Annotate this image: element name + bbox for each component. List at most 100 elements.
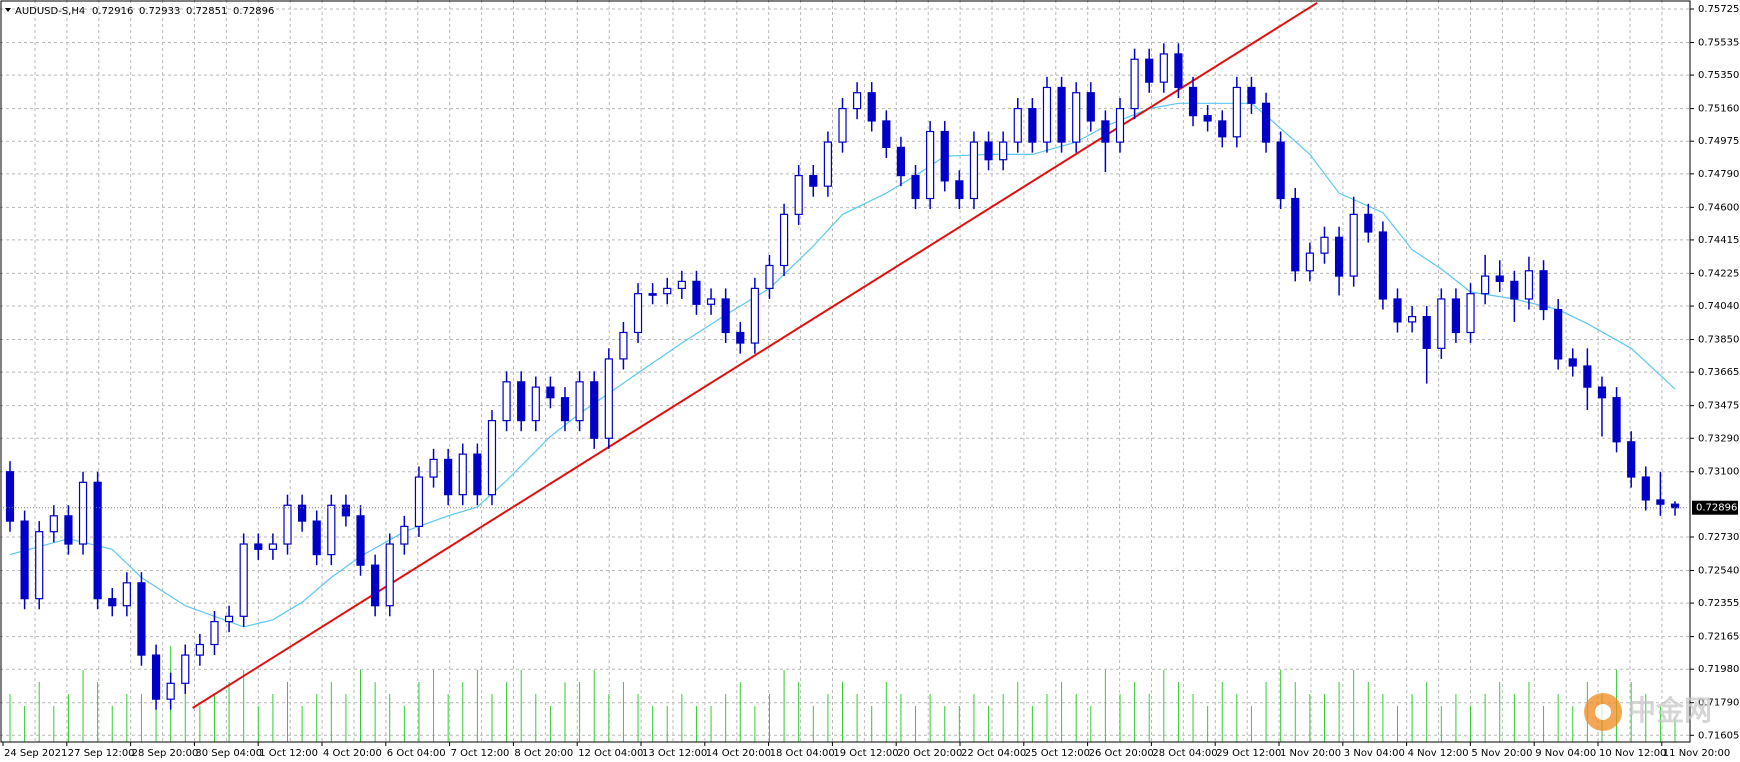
candle-body bbox=[1466, 293, 1475, 334]
candle-body bbox=[429, 458, 438, 478]
candle-body bbox=[517, 381, 526, 422]
candle-body bbox=[765, 264, 774, 290]
candle-body bbox=[560, 397, 570, 422]
candle-body bbox=[1101, 120, 1110, 143]
candle-body bbox=[633, 293, 643, 334]
candle-body bbox=[809, 174, 818, 187]
x-tick-label: 5 Nov 20:00 bbox=[1471, 748, 1532, 759]
candle-body bbox=[663, 287, 672, 295]
candle-body bbox=[926, 130, 935, 200]
candle-body bbox=[1013, 107, 1022, 143]
moving-average bbox=[9, 102, 1676, 628]
candle-body bbox=[1130, 58, 1139, 110]
header: AUDUSD-S,H4 bbox=[5, 6, 85, 17]
x-tick-label: 9 Nov 04:00 bbox=[1535, 748, 1596, 759]
y-tick-label: 0.72730 bbox=[1698, 532, 1739, 543]
candle-body bbox=[531, 386, 540, 422]
candle-body bbox=[1656, 499, 1665, 505]
y-tick-label: 0.71790 bbox=[1698, 698, 1739, 709]
candle-body bbox=[1159, 53, 1168, 83]
volume-layer bbox=[9, 646, 1676, 742]
candle-body bbox=[1218, 120, 1227, 138]
trend-line bbox=[192, 1, 1318, 709]
candle-body bbox=[969, 141, 979, 200]
y-tick-label: 0.71980 bbox=[1698, 664, 1739, 675]
symbol-title: AUDUSD-S,H4 bbox=[15, 6, 85, 17]
candle-body bbox=[1261, 102, 1271, 143]
candle-body bbox=[823, 141, 832, 187]
candle-body bbox=[1627, 441, 1636, 478]
y-tick-label: 0.75160 bbox=[1698, 104, 1739, 115]
candle-body bbox=[648, 293, 657, 296]
y-tick-label: 0.75350 bbox=[1698, 70, 1739, 81]
x-tick-label: 22 Oct 04:00 bbox=[961, 748, 1026, 759]
y-tick-label: 0.74790 bbox=[1698, 169, 1739, 180]
candle-body bbox=[1524, 270, 1534, 300]
candle-body bbox=[49, 515, 58, 533]
candle-body bbox=[736, 331, 745, 344]
candle-body bbox=[151, 654, 161, 700]
x-tick-label: 19 Oct 12:00 bbox=[833, 748, 898, 759]
candle-body bbox=[487, 420, 497, 496]
candle-body bbox=[400, 525, 409, 545]
candle-body bbox=[283, 504, 292, 545]
candle-body bbox=[1364, 213, 1373, 233]
candle-body bbox=[1539, 270, 1548, 311]
candle-body bbox=[224, 615, 234, 623]
candle-body bbox=[1188, 86, 1198, 117]
axes-layer: 0.75725 0.75535 0.75350 0.75160 0.74975 0.747… bbox=[0, 4, 1739, 759]
candle-body bbox=[414, 476, 424, 527]
y-tick-label: 0.74415 bbox=[1698, 235, 1739, 246]
candle-body bbox=[93, 481, 102, 600]
candle-body bbox=[1203, 115, 1212, 122]
y-tick-label: 0.74225 bbox=[1698, 268, 1739, 279]
candle-body bbox=[1115, 107, 1125, 143]
candle-body bbox=[955, 180, 964, 200]
watermark: 中金网 bbox=[1584, 693, 1712, 731]
candle-body bbox=[794, 174, 803, 215]
candle-body bbox=[1042, 86, 1052, 143]
y-tick-label: 0.73665 bbox=[1698, 367, 1739, 378]
x-tick-label: 4 Oct 20:00 bbox=[323, 748, 382, 759]
candle-body bbox=[1291, 197, 1300, 272]
candle-body bbox=[239, 543, 248, 617]
candle-body bbox=[458, 453, 467, 496]
x-tick-label: 3 Nov 04:00 bbox=[1344, 748, 1405, 759]
x-tick-label: 7 Oct 12:00 bbox=[451, 748, 510, 759]
candle-body bbox=[604, 358, 613, 439]
candle-layer bbox=[5, 43, 1680, 710]
candle-body bbox=[1612, 397, 1621, 443]
candle-body bbox=[1174, 53, 1183, 89]
x-tick-label: 26 Oct 20:00 bbox=[1089, 748, 1154, 759]
candle-body bbox=[1437, 298, 1446, 349]
candle-body bbox=[940, 130, 949, 182]
header-value: 0.72916 bbox=[92, 6, 133, 17]
y-tick-label: 0.71605 bbox=[1698, 730, 1739, 741]
grid bbox=[0, 0, 1690, 742]
last-price-label: 0.72896 bbox=[1696, 503, 1737, 514]
candle-body bbox=[1597, 386, 1607, 399]
y-tick-label: 0.72355 bbox=[1698, 598, 1739, 609]
candle-body bbox=[78, 481, 88, 545]
candle-body bbox=[1349, 213, 1358, 277]
logo-inner bbox=[1595, 704, 1611, 720]
candle-body bbox=[35, 531, 44, 600]
x-tick-label: 8 Oct 20:00 bbox=[514, 748, 573, 759]
candle-body bbox=[327, 504, 336, 556]
candle-body bbox=[1583, 365, 1592, 388]
candle-body bbox=[677, 280, 686, 290]
header-value: 0.72933 bbox=[139, 6, 180, 17]
candle-body bbox=[1247, 86, 1256, 104]
menu-arrow[interactable] bbox=[5, 8, 11, 12]
candle-body bbox=[444, 458, 453, 496]
candle-body bbox=[1481, 275, 1490, 295]
candle-body bbox=[195, 643, 204, 656]
y-tick-label: 0.73850 bbox=[1698, 335, 1739, 346]
y-tick-label: 0.72165 bbox=[1698, 632, 1739, 643]
x-tick-label: 6 Oct 04:00 bbox=[387, 748, 446, 759]
candle-body bbox=[20, 520, 29, 600]
candle-body bbox=[137, 582, 146, 656]
header-value: 0.72851 bbox=[186, 6, 227, 17]
candle-body bbox=[1232, 86, 1241, 138]
